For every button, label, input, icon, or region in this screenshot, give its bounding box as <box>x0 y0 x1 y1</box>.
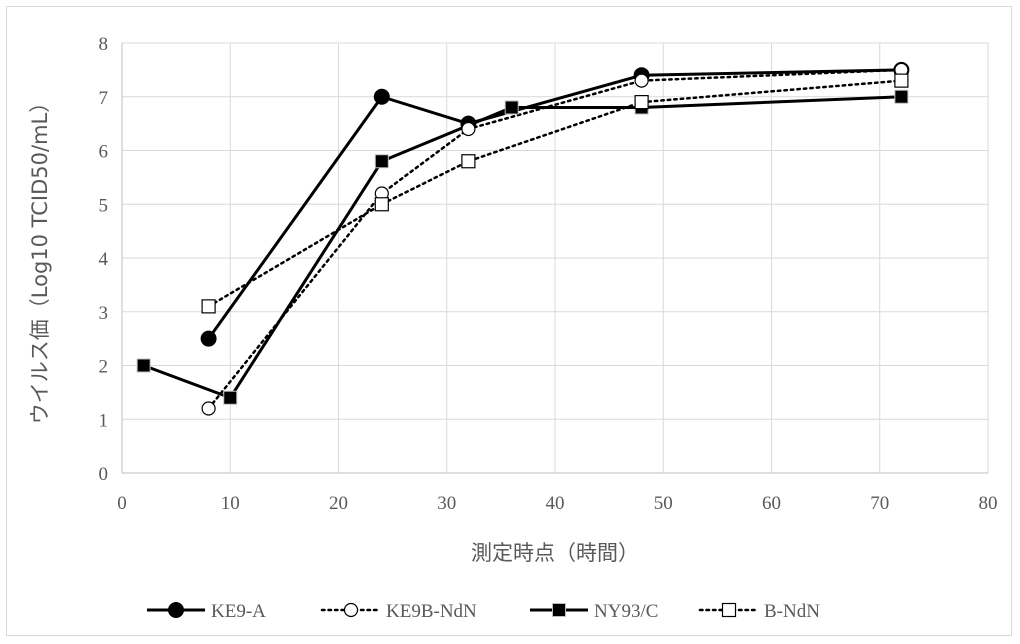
x-tick-label: 0 <box>117 493 127 514</box>
y-tick-label: 2 <box>99 357 109 378</box>
marker-open-circle <box>461 121 476 137</box>
marker-filled-circle <box>373 88 390 105</box>
series-lines <box>143 68 903 410</box>
marker-filled-circle <box>200 330 217 347</box>
x-tick-label: 20 <box>329 493 348 514</box>
marker-open-circle <box>343 602 359 618</box>
legend-label: NY93/C <box>594 601 658 622</box>
series-line <box>143 95 902 400</box>
marker-filled-square <box>136 358 151 373</box>
y-tick-label: 7 <box>99 88 109 109</box>
y-tick-label: 1 <box>99 410 109 431</box>
y-tick-label: 5 <box>99 195 109 216</box>
gridlines <box>122 42 989 473</box>
x-tick-label: 30 <box>437 493 456 514</box>
x-tick-label: 10 <box>221 493 240 514</box>
x-tick-label: 50 <box>654 493 673 514</box>
y-tick-label: 6 <box>99 142 109 163</box>
legend-label: KE9-A <box>211 601 266 622</box>
legend-label: B-NdN <box>764 601 820 622</box>
axes <box>121 43 988 474</box>
marker-open-circle <box>201 401 216 416</box>
y-tick-label: 0 <box>99 464 109 485</box>
marker-filled-square <box>504 100 519 115</box>
legend: KE9-A KE9B-NdN NY93/C B-NdN <box>147 601 820 622</box>
legend-label: KE9B-NdN <box>386 601 477 622</box>
marker-open-circle <box>634 73 649 88</box>
marker-open-square <box>634 95 649 110</box>
marker-filled-square <box>552 603 566 617</box>
y-axis-title: ウイルス価（Log10 TCID50/mL） <box>28 92 52 424</box>
x-tick-label: 60 <box>762 493 781 514</box>
x-tick-label: 40 <box>546 493 565 514</box>
marker-filled-circle <box>168 602 184 618</box>
y-tick-label: 8 <box>99 34 109 55</box>
marker-filled-square <box>894 89 909 104</box>
marker-open-square <box>894 73 909 88</box>
y-tick-label: 4 <box>99 249 109 270</box>
marker-open-square <box>374 197 389 212</box>
data-markers <box>136 61 910 416</box>
marker-filled-square <box>223 390 238 405</box>
marker-open-square <box>201 299 216 314</box>
x-axis-title: 測定時点（時間） <box>471 541 639 565</box>
marker-open-square <box>461 154 476 169</box>
x-tick-label: 80 <box>979 493 998 514</box>
x-tick-label: 70 <box>870 493 889 514</box>
marker-filled-square <box>374 154 389 169</box>
marker-open-square <box>721 602 737 618</box>
y-tick-label: 3 <box>99 303 109 324</box>
